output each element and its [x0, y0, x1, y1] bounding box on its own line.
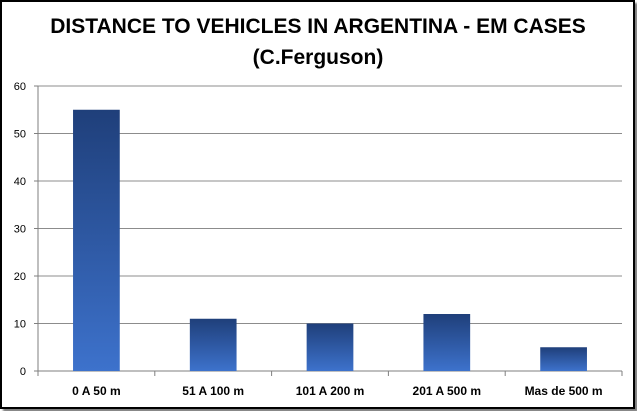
bar-3: [306, 323, 354, 371]
y-tick-label: 20: [14, 271, 26, 283]
y-tick-label: 40: [14, 176, 26, 188]
y-tick-label: 60: [14, 81, 26, 93]
bar-2: [189, 318, 237, 371]
y-tick-label: 30: [14, 224, 26, 236]
x-category-label: Mas de 500 m: [525, 384, 603, 398]
bar-1: [73, 109, 120, 371]
bar-chart: DISTANCE TO VEHICLES IN ARGENTINA - EM C…: [14, 15, 623, 398]
x-category-label: 51 A 100 m: [182, 384, 244, 398]
gridlines: [38, 85, 622, 324]
bar-5: [540, 347, 587, 371]
x-category-label: 201 A 500 m: [413, 384, 482, 398]
y-tick-label: 10: [14, 319, 26, 331]
bar-4: [423, 314, 471, 371]
axis-labels: 0 10 20 30 40 50 60 0 A 50 m 51 A 100 m 101 A 200…: [14, 81, 603, 398]
x-category-label: 101 A 200 m: [296, 384, 365, 398]
chart-subtitle: (C.Ferguson): [253, 46, 384, 69]
chart-title: DISTANCE TO VEHICLES IN ARGENTINA - EM C…: [50, 15, 586, 38]
y-tick-label: 50: [14, 129, 26, 141]
x-category-label: 0 A 50 m: [72, 384, 120, 398]
bars: [73, 109, 587, 371]
y-tick-label: 0: [20, 366, 26, 378]
